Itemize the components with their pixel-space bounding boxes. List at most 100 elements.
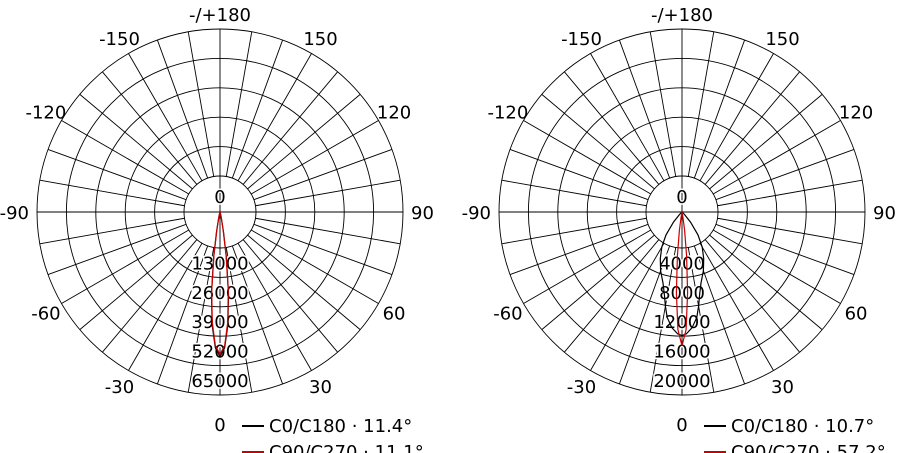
angle-label: 30 <box>309 377 332 398</box>
grid-spoke <box>187 31 215 177</box>
grid-spoke <box>715 148 855 201</box>
radial-tick-label: 65000 <box>191 371 248 392</box>
grid-spoke <box>225 247 253 393</box>
grid-spoke <box>61 120 190 195</box>
grid-spoke <box>564 71 660 185</box>
grid-spoke <box>704 71 800 185</box>
grid-spoke <box>687 31 715 177</box>
radial-tick-label: 20000 <box>653 371 710 392</box>
grid-spoke <box>156 39 209 179</box>
radial-tick-label: 0 <box>214 187 225 208</box>
angle-label: -60 <box>31 304 60 325</box>
grid-spoke <box>61 229 190 304</box>
grid-spoke <box>79 234 193 330</box>
grid-spoke <box>618 245 671 385</box>
grid-spoke <box>255 217 401 245</box>
grid-spoke <box>156 245 209 385</box>
angle-label: -/+180 <box>651 5 713 26</box>
grid-spoke <box>699 53 774 182</box>
radial-tick-label: 52000 <box>191 342 248 363</box>
grid-spoke <box>717 179 863 207</box>
angle-label: -30 <box>567 377 596 398</box>
grid-spoke <box>715 223 855 276</box>
grid-spoke <box>687 247 715 393</box>
grid-spoke <box>649 247 677 393</box>
angle-label: -90 <box>462 203 491 224</box>
angle-label: 60 <box>845 304 868 325</box>
grid-spoke <box>79 94 193 190</box>
grid-spoke <box>712 120 841 195</box>
legend-label: C0/C180 · 11.4° <box>269 416 412 437</box>
angle-label: 90 <box>411 203 434 224</box>
grid-spoke <box>590 242 665 371</box>
angle-label: 0 <box>214 415 225 436</box>
grid-spoke <box>501 217 647 245</box>
grid-spoke <box>128 242 203 371</box>
grid-spoke <box>699 242 774 371</box>
radial-tick-label: 13000 <box>191 253 248 274</box>
angle-label: 150 <box>303 29 337 50</box>
grid-spoke <box>523 120 652 195</box>
polar-grid <box>498 28 866 396</box>
legend-label: C0/C180 · 10.7° <box>731 416 874 437</box>
grid-spoke <box>39 217 185 245</box>
grid-spoke <box>187 247 215 393</box>
radial-tick-label: 4000 <box>659 253 705 274</box>
grid-spoke <box>509 223 649 276</box>
grid-spoke <box>704 239 800 353</box>
angle-label: -120 <box>25 103 66 124</box>
polar-chart-1: -/+180 150 -150 120 -120 90 -90 60 -60 30 -30 0 0 130… <box>0 5 434 453</box>
polar-chart-2: -/+180 150 -150 120 -120 90 -90 60 -60 30 -30 0 0 400… <box>462 5 896 453</box>
grid-spoke <box>250 229 379 304</box>
grid-spoke <box>231 39 284 179</box>
grid-spoke <box>509 148 649 201</box>
grid-spoke <box>523 229 652 304</box>
series-curve-1 <box>659 211 705 337</box>
angle-label: 120 <box>839 103 873 124</box>
angle-label: -60 <box>493 304 522 325</box>
grid-spoke <box>242 239 338 353</box>
grid-spoke <box>225 31 253 177</box>
legend-label: C90/C270 · 57.2° <box>731 442 886 453</box>
grid-spoke <box>253 148 393 201</box>
angle-label: 60 <box>383 304 406 325</box>
grid-spoke <box>709 234 823 330</box>
angle-label: 90 <box>873 203 896 224</box>
angle-label: -30 <box>105 377 134 398</box>
series-curve-2 <box>211 211 229 356</box>
grid-spoke <box>709 94 823 190</box>
grid-spoke <box>501 179 647 207</box>
grid-spoke <box>618 39 671 179</box>
grid-spoke <box>237 242 312 371</box>
grid-spoke <box>250 120 379 195</box>
grid-spoke <box>242 71 338 185</box>
grid-spoke <box>717 217 863 245</box>
grid-spoke <box>102 239 198 353</box>
grid-spoke <box>712 229 841 304</box>
grid-spoke <box>247 234 361 330</box>
grid-spoke <box>47 148 187 201</box>
grid-spoke <box>102 71 198 185</box>
grid-spoke <box>590 53 665 182</box>
radial-tick-label: 26000 <box>191 283 248 304</box>
grid-spoke <box>128 53 203 182</box>
grid-spoke <box>237 53 312 182</box>
grid-spoke <box>693 39 746 179</box>
radial-tick-label: 39000 <box>191 312 248 333</box>
legend-label: C90/C270 · 11.1° <box>269 442 424 453</box>
radial-tick-label: 8000 <box>659 283 705 304</box>
grid-spoke <box>649 31 677 177</box>
grid-spoke <box>247 94 361 190</box>
radial-tick-label: 0 <box>676 187 687 208</box>
grid-spoke <box>39 179 185 207</box>
angle-label: 30 <box>771 377 794 398</box>
grid-spoke <box>255 179 401 207</box>
angle-label: 150 <box>765 29 799 50</box>
angle-label: -150 <box>99 29 140 50</box>
polar-grid <box>36 28 404 396</box>
radial-tick-label: 12000 <box>653 312 710 333</box>
grid-spoke <box>541 94 655 190</box>
angle-label: 120 <box>377 103 411 124</box>
angle-label: -/+180 <box>189 5 251 26</box>
